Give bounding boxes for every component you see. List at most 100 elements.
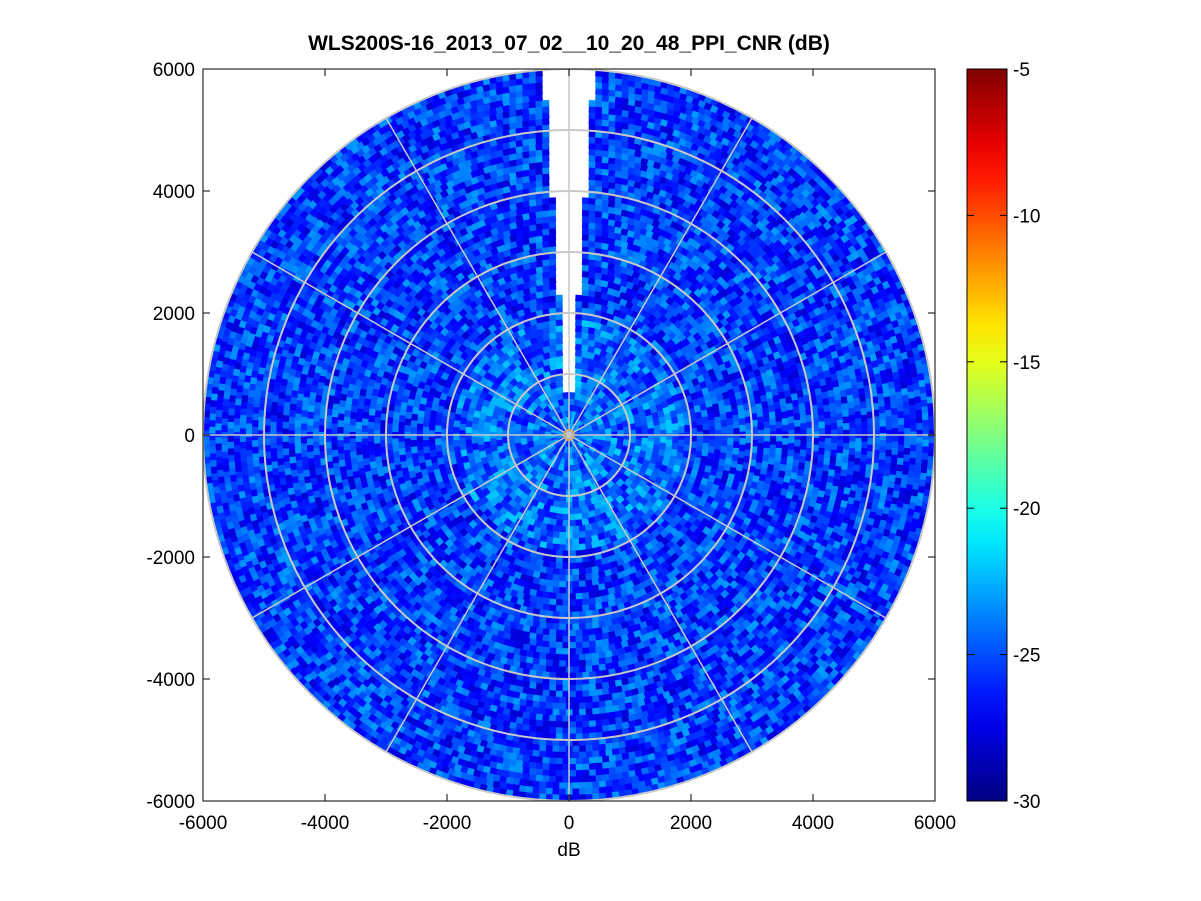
ppi-cell xyxy=(781,444,789,452)
ppi-cell xyxy=(434,418,443,426)
ppi-cell xyxy=(591,664,600,672)
ppi-cell xyxy=(361,424,369,432)
ppi-cell xyxy=(799,409,807,418)
ppi-cell xyxy=(434,437,442,446)
ppi-cell xyxy=(410,426,417,434)
ppi-cell xyxy=(581,635,590,643)
ppi-cell xyxy=(755,455,764,464)
ppi-cell xyxy=(594,204,603,212)
ppi-cell xyxy=(404,437,411,446)
ppi-cell xyxy=(404,424,411,433)
ppi-cell xyxy=(423,452,432,461)
ppi-cell xyxy=(634,439,643,447)
ppi-cell xyxy=(548,325,557,334)
ppi-cell xyxy=(356,407,364,416)
ppi-cell xyxy=(581,647,590,655)
ppi-cell xyxy=(563,398,570,406)
ppi-cell xyxy=(581,598,590,606)
ppi-cell xyxy=(465,426,472,434)
ppi-cell xyxy=(779,463,787,472)
ppi-cell xyxy=(769,417,777,426)
ppi-cell xyxy=(542,603,550,612)
ppi-cell xyxy=(702,422,710,431)
ppi-cell xyxy=(584,579,593,587)
ppi-cell xyxy=(733,434,741,442)
ppi-cell xyxy=(555,506,564,515)
ppi-cell xyxy=(542,240,550,248)
ppi-cell xyxy=(731,408,739,416)
ppi-cell xyxy=(453,445,461,454)
ppi-cell xyxy=(581,288,590,297)
ppi-cell xyxy=(555,513,564,521)
ppi-cell xyxy=(796,468,805,477)
ppi-cell xyxy=(818,421,826,429)
ppi-cell xyxy=(568,648,576,655)
ppi-cell xyxy=(794,439,801,447)
ppi-cell xyxy=(373,423,381,431)
ppi-cell xyxy=(545,585,554,593)
ppi-cell xyxy=(541,203,550,212)
ppi-cell xyxy=(548,301,557,309)
ppi-cell xyxy=(344,455,352,464)
ppi-cell xyxy=(575,562,583,570)
ppi-cell xyxy=(787,449,795,458)
ppi-cell xyxy=(800,442,808,451)
ppi-cell xyxy=(773,401,782,410)
ppi-cell xyxy=(555,331,563,339)
ppi-cell xyxy=(555,355,564,364)
ppi-cell xyxy=(343,409,352,418)
ppi-cell xyxy=(428,416,437,424)
ppi-cell xyxy=(727,424,734,433)
ppi-cell xyxy=(798,455,807,464)
ppi-cell xyxy=(791,399,800,408)
ppi-cell xyxy=(552,543,560,551)
ppi-cell xyxy=(336,426,344,434)
ppi-cell xyxy=(552,580,560,588)
ppi-cell xyxy=(738,418,746,426)
ppi-cell xyxy=(732,447,740,456)
ppi-cell xyxy=(769,438,777,446)
ppi-cell xyxy=(555,635,563,643)
ppi-cell xyxy=(641,437,649,446)
ppi-cell xyxy=(739,437,747,446)
ppi-cell xyxy=(520,437,528,446)
ppi-cell xyxy=(349,424,356,432)
ppi-cell xyxy=(548,282,557,291)
ppi-cell xyxy=(417,409,425,418)
ppi-cell xyxy=(695,418,704,426)
ppi-cell xyxy=(574,506,583,515)
ppi-cell xyxy=(571,586,580,594)
ppi-cell xyxy=(331,449,339,458)
ppi-cell xyxy=(551,659,560,667)
ppi-cell xyxy=(786,455,794,464)
ppi-cell xyxy=(769,444,777,453)
ppi-cell xyxy=(535,627,544,635)
ppi-cell xyxy=(780,457,788,466)
ppi-cell xyxy=(552,531,560,539)
ppi-cell xyxy=(588,628,597,636)
ppi-cell xyxy=(361,417,369,426)
ppi-cell xyxy=(362,457,371,466)
ppi-cell xyxy=(574,349,583,357)
ppi-cell xyxy=(362,451,370,459)
ppi-cell xyxy=(542,277,551,285)
ppi-cell xyxy=(574,355,583,364)
ppi-cell xyxy=(452,426,460,434)
ppi-cell xyxy=(757,416,765,424)
ppi-cell xyxy=(588,228,597,236)
ppi-cell xyxy=(356,401,365,410)
ppi-cell xyxy=(578,653,587,661)
ppi-cell xyxy=(548,295,557,303)
ppi-cell xyxy=(541,628,550,636)
ppi-cell xyxy=(588,603,596,612)
ppi-cell xyxy=(562,519,570,527)
ppi-cell xyxy=(373,442,381,451)
ppi-cell xyxy=(578,531,586,539)
ppi-cell xyxy=(398,447,406,456)
ppi-cell xyxy=(737,457,745,466)
ppi-cell xyxy=(422,426,430,434)
ppi-cell xyxy=(588,222,597,230)
ppi-cell xyxy=(816,460,825,469)
ppi-cell xyxy=(368,407,376,416)
ppi-cell xyxy=(575,325,583,333)
